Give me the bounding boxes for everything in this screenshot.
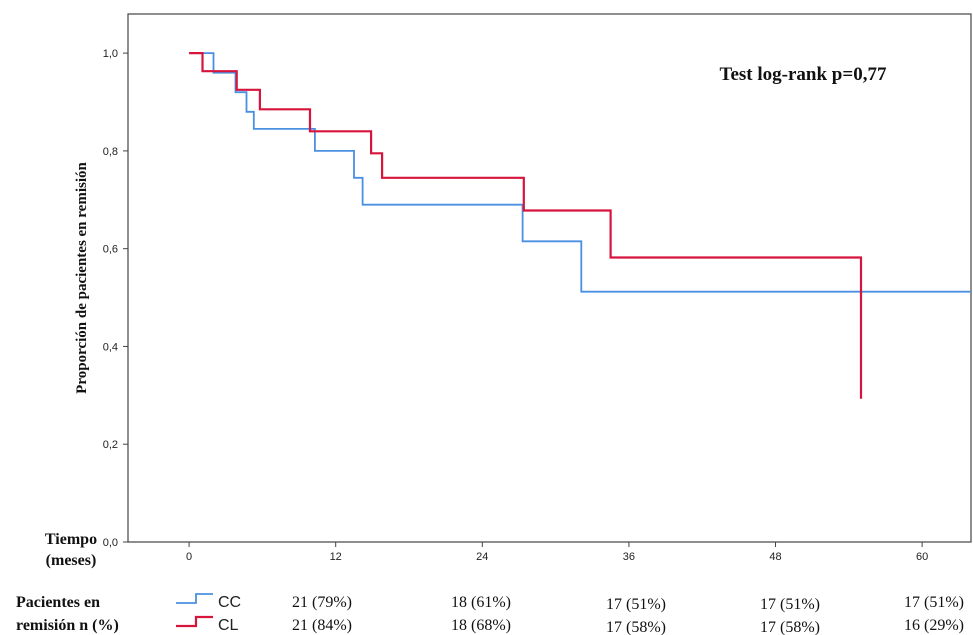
risk-table-cell: 18 (68%)	[451, 617, 511, 634]
x-tick-label: 60	[916, 551, 928, 563]
risk-table: Pacientes en remisión n (%) CC 21 (79%) 18 (…	[16, 593, 964, 635]
logrank-annotation: Test log-rank p=0,77	[720, 64, 887, 85]
risk-table-cell: 16 (29%)	[904, 617, 964, 634]
risk-table-cell: 18 (61%)	[451, 594, 511, 611]
y-axis-label: Proporción de pacientes en remisión	[74, 162, 90, 394]
series-line-cl	[189, 52, 863, 399]
risk-table-title: remisión n (%)	[16, 617, 119, 634]
series-lines	[189, 52, 971, 399]
legend-label-cc: CC	[218, 594, 241, 611]
y-tick-label: 0,2	[103, 439, 118, 451]
risk-table-cell: 17 (51%)	[606, 596, 666, 613]
risk-table-cell: 17 (58%)	[606, 619, 666, 635]
y-axis-ticks: 0,0 0,2 0,4 0,6 0,8 1,0	[103, 48, 128, 549]
risk-table-cell: 21 (79%)	[292, 594, 352, 611]
risk-table-title: Pacientes en	[16, 594, 100, 611]
legend-swatch-cl	[176, 615, 213, 628]
risk-table-cell: 21 (84%)	[292, 617, 352, 634]
risk-table-cell: 17 (51%)	[904, 594, 964, 611]
legend-swatch-cc	[176, 593, 213, 604]
x-tick-label: 12	[330, 551, 342, 563]
risk-table-cell: 17 (58%)	[760, 619, 820, 635]
x-tick-label: 0	[186, 551, 192, 563]
y-tick-label: 0,0	[103, 537, 118, 549]
x-axis-label: Tiempo (meses)	[45, 531, 97, 569]
series-line-cc	[189, 52, 971, 293]
y-tick-label: 0,6	[103, 244, 118, 256]
y-tick-label: 0,8	[103, 146, 118, 158]
x-tick-label: 36	[623, 551, 635, 563]
risk-table-cell: 17 (51%)	[760, 596, 820, 613]
y-tick-label: 1,0	[103, 48, 118, 60]
plot-frame	[127, 13, 972, 543]
x-axis-ticks: 0 12 24 36 48 60	[186, 542, 928, 563]
legend-label-cl: CL	[218, 617, 239, 634]
y-tick-label: 0,4	[103, 341, 118, 353]
x-tick-label: 48	[769, 551, 781, 563]
x-tick-label: 24	[476, 551, 488, 563]
